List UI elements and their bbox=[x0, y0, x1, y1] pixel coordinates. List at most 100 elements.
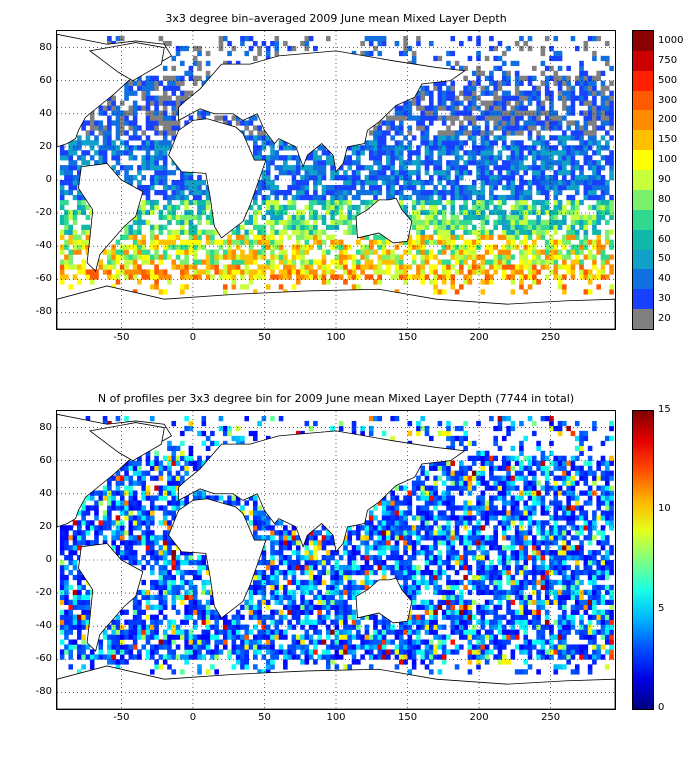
data-bin bbox=[197, 214, 202, 221]
data-bin bbox=[175, 100, 181, 106]
data-bin bbox=[420, 614, 426, 620]
data-bin bbox=[471, 100, 477, 106]
data-bin bbox=[549, 654, 554, 660]
data-bin bbox=[377, 654, 383, 660]
data-bin bbox=[145, 125, 151, 131]
data-bin bbox=[59, 584, 65, 591]
data-bin bbox=[313, 564, 318, 571]
data-bin bbox=[368, 239, 374, 245]
data-bin bbox=[540, 599, 546, 605]
data-bin bbox=[579, 269, 584, 275]
data-bin bbox=[424, 135, 430, 141]
data-bin bbox=[574, 75, 580, 81]
data-bin bbox=[351, 254, 357, 260]
data-bin bbox=[549, 105, 554, 111]
data-bin bbox=[175, 80, 181, 86]
data-bin bbox=[283, 584, 288, 591]
data-bin bbox=[201, 589, 207, 596]
data-bin bbox=[171, 170, 177, 176]
data-bin bbox=[381, 249, 387, 255]
data-bin bbox=[592, 560, 597, 566]
data-bin bbox=[562, 254, 567, 260]
data-bin bbox=[180, 45, 185, 52]
data-bin bbox=[463, 599, 468, 605]
data-bin bbox=[89, 269, 95, 275]
data-bin bbox=[532, 180, 537, 186]
data-bin bbox=[304, 634, 310, 640]
data-bin bbox=[501, 130, 507, 136]
data-bin bbox=[398, 115, 404, 121]
data-bin bbox=[72, 644, 78, 650]
data-bin bbox=[390, 145, 395, 151]
data-bin bbox=[132, 135, 138, 141]
data-bin bbox=[493, 644, 498, 650]
data-bin bbox=[205, 214, 211, 221]
data-bin bbox=[403, 574, 408, 581]
data-bin bbox=[583, 239, 589, 245]
data-bin bbox=[175, 180, 181, 186]
data-bin bbox=[583, 184, 589, 191]
data-bin bbox=[162, 654, 168, 660]
data-bin bbox=[295, 189, 301, 196]
data-bin bbox=[295, 219, 301, 225]
data-bin bbox=[77, 145, 82, 151]
data-bin bbox=[154, 594, 159, 601]
data-bin bbox=[446, 259, 451, 265]
data-bin bbox=[77, 249, 82, 255]
data-bin bbox=[407, 594, 413, 601]
data-bin bbox=[424, 194, 430, 201]
data-bin bbox=[68, 170, 74, 176]
data-bin bbox=[429, 239, 434, 245]
data-bin bbox=[506, 259, 511, 265]
data-bin bbox=[274, 569, 280, 576]
data-bin bbox=[403, 589, 408, 596]
colorbar-swatch bbox=[633, 209, 653, 231]
data-bin bbox=[519, 609, 524, 615]
data-bin bbox=[137, 135, 142, 141]
data-bin bbox=[583, 155, 589, 161]
data-bin bbox=[257, 574, 262, 581]
data-bin bbox=[506, 194, 511, 201]
data-bin bbox=[570, 194, 576, 201]
data-bin bbox=[201, 654, 207, 660]
data-bin bbox=[450, 594, 456, 601]
data-bin bbox=[519, 150, 524, 156]
data-bin bbox=[291, 45, 297, 52]
data-bin bbox=[476, 264, 481, 270]
data-bin bbox=[77, 589, 82, 596]
data-bin bbox=[197, 219, 202, 225]
data-bin bbox=[162, 239, 168, 245]
data-bin bbox=[566, 579, 571, 586]
data-bin bbox=[300, 259, 305, 265]
data-bin bbox=[59, 199, 65, 206]
data-bin bbox=[424, 619, 430, 625]
data-bin bbox=[368, 189, 374, 196]
data-bin bbox=[77, 644, 82, 650]
data-bin bbox=[274, 199, 280, 206]
data-bin bbox=[334, 274, 340, 280]
data-bin bbox=[600, 105, 606, 111]
data-bin bbox=[356, 564, 361, 571]
data-bin bbox=[201, 555, 207, 561]
data-bin bbox=[587, 654, 593, 660]
data-bin bbox=[94, 150, 99, 156]
data-bin bbox=[544, 120, 550, 126]
data-bin bbox=[115, 135, 121, 141]
data-bin bbox=[137, 85, 142, 91]
data-bin bbox=[416, 194, 421, 201]
data-bin bbox=[566, 614, 571, 620]
data-bin bbox=[407, 569, 413, 576]
data-bin bbox=[441, 115, 447, 121]
data-bin bbox=[441, 289, 447, 295]
data-bin bbox=[162, 560, 168, 566]
data-bin bbox=[175, 75, 181, 81]
data-bin bbox=[162, 140, 168, 146]
data-bin bbox=[579, 219, 584, 225]
data-bin bbox=[270, 160, 275, 166]
data-bin bbox=[313, 239, 318, 245]
data-bin bbox=[313, 560, 318, 566]
data-bin bbox=[557, 279, 563, 285]
colorbar-label: 100 bbox=[658, 154, 678, 166]
data-bin bbox=[261, 214, 267, 221]
data-bin bbox=[64, 599, 69, 605]
